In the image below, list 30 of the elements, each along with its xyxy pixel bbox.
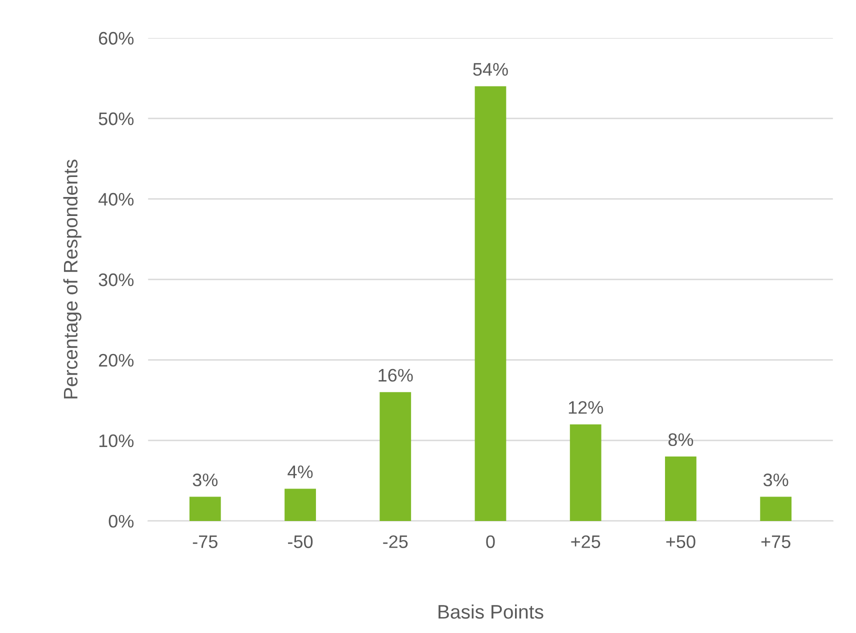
data-label: 3% [192, 474, 218, 486]
data-label: 16% [378, 368, 413, 382]
y-axis-title: Percentage of Respondents [63, 160, 82, 398]
y-tick-label: 30% [98, 273, 134, 286]
x-tick-label: +25 [571, 535, 600, 548]
x-tick-label: -25 [383, 535, 408, 548]
bar [474, 86, 506, 521]
x-tick-label: +75 [761, 536, 790, 548]
y-tick-label: 60% [98, 32, 134, 45]
data-label: 3% [763, 474, 788, 486]
data-label: 8% [668, 433, 694, 446]
bar [380, 392, 412, 521]
bar [760, 496, 792, 521]
y-tick-label: 0% [108, 514, 134, 528]
y-tick-label: 50% [98, 112, 134, 126]
x-axis-title: Basis Points [438, 604, 544, 619]
data-label: 54% [473, 63, 508, 76]
x-tick-label: +50 [666, 535, 696, 548]
bar [284, 488, 316, 521]
bar [570, 424, 602, 521]
bar [665, 456, 696, 521]
data-label: 4% [288, 466, 313, 478]
x-tick-label: -75 [192, 536, 218, 548]
y-tick-label: 20% [98, 354, 134, 367]
x-tick-label: -50 [288, 535, 313, 548]
y-tick-label: 10% [99, 434, 134, 448]
x-tick-label: 0 [486, 535, 495, 548]
bar [189, 496, 221, 521]
y-tick-label: 40% [98, 192, 134, 206]
data-label: 12% [568, 401, 604, 414]
